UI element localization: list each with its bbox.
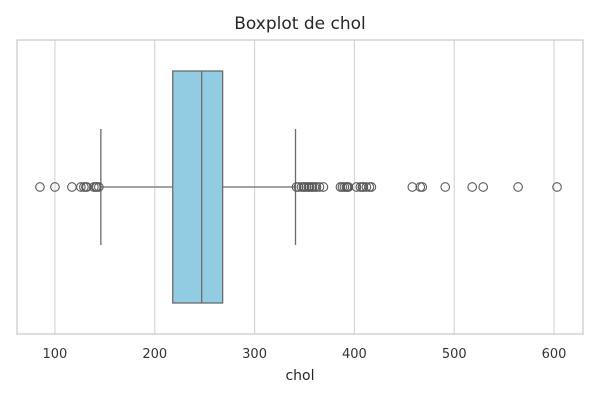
tick-layer: 100 200 300 400 500 600 — [43, 347, 567, 362]
outlier-point-3 — [76, 182, 86, 192]
x-tick-label-200: 200 — [142, 347, 167, 362]
outlier-point-31 — [351, 182, 362, 192]
outlier-point-39 — [415, 182, 426, 192]
outlier-point-2 — [67, 182, 77, 192]
iqr-box — [172, 70, 224, 304]
outlier-layer — [35, 182, 562, 192]
outlier-point-22 — [311, 182, 322, 192]
x-tick-label-400: 400 — [342, 347, 367, 362]
chart-title: Boxplot de chol — [234, 14, 366, 34]
outlier-point-0 — [35, 182, 45, 192]
outlier-point-45 — [552, 182, 562, 192]
outlier-point-37 — [366, 182, 377, 192]
outlier-point-35 — [361, 182, 372, 192]
x-tick-label-100: 100 — [43, 347, 68, 362]
outlier-point-34 — [358, 182, 369, 192]
x-tick-label-300: 300 — [242, 347, 267, 362]
outlier-point-44 — [513, 182, 523, 192]
outlier-point-23 — [314, 182, 325, 192]
outlier-point-30 — [343, 182, 354, 192]
box-layer — [100, 70, 297, 304]
x-axis-label: chol — [285, 368, 314, 384]
outlier-point-1 — [50, 182, 60, 192]
outlier-point-38 — [407, 182, 418, 192]
x-tick-label-600: 600 — [542, 347, 567, 362]
outlier-point-40 — [417, 182, 428, 192]
outlier-point-41 — [440, 182, 451, 192]
x-tick-label-500: 500 — [442, 347, 467, 362]
outlier-point-43 — [478, 182, 489, 192]
outlier-point-42 — [467, 182, 478, 192]
outlier-point-12 — [293, 182, 304, 192]
outlier-point-10 — [94, 182, 104, 192]
plot-frame — [16, 39, 584, 335]
outlier-point-24 — [318, 182, 329, 192]
